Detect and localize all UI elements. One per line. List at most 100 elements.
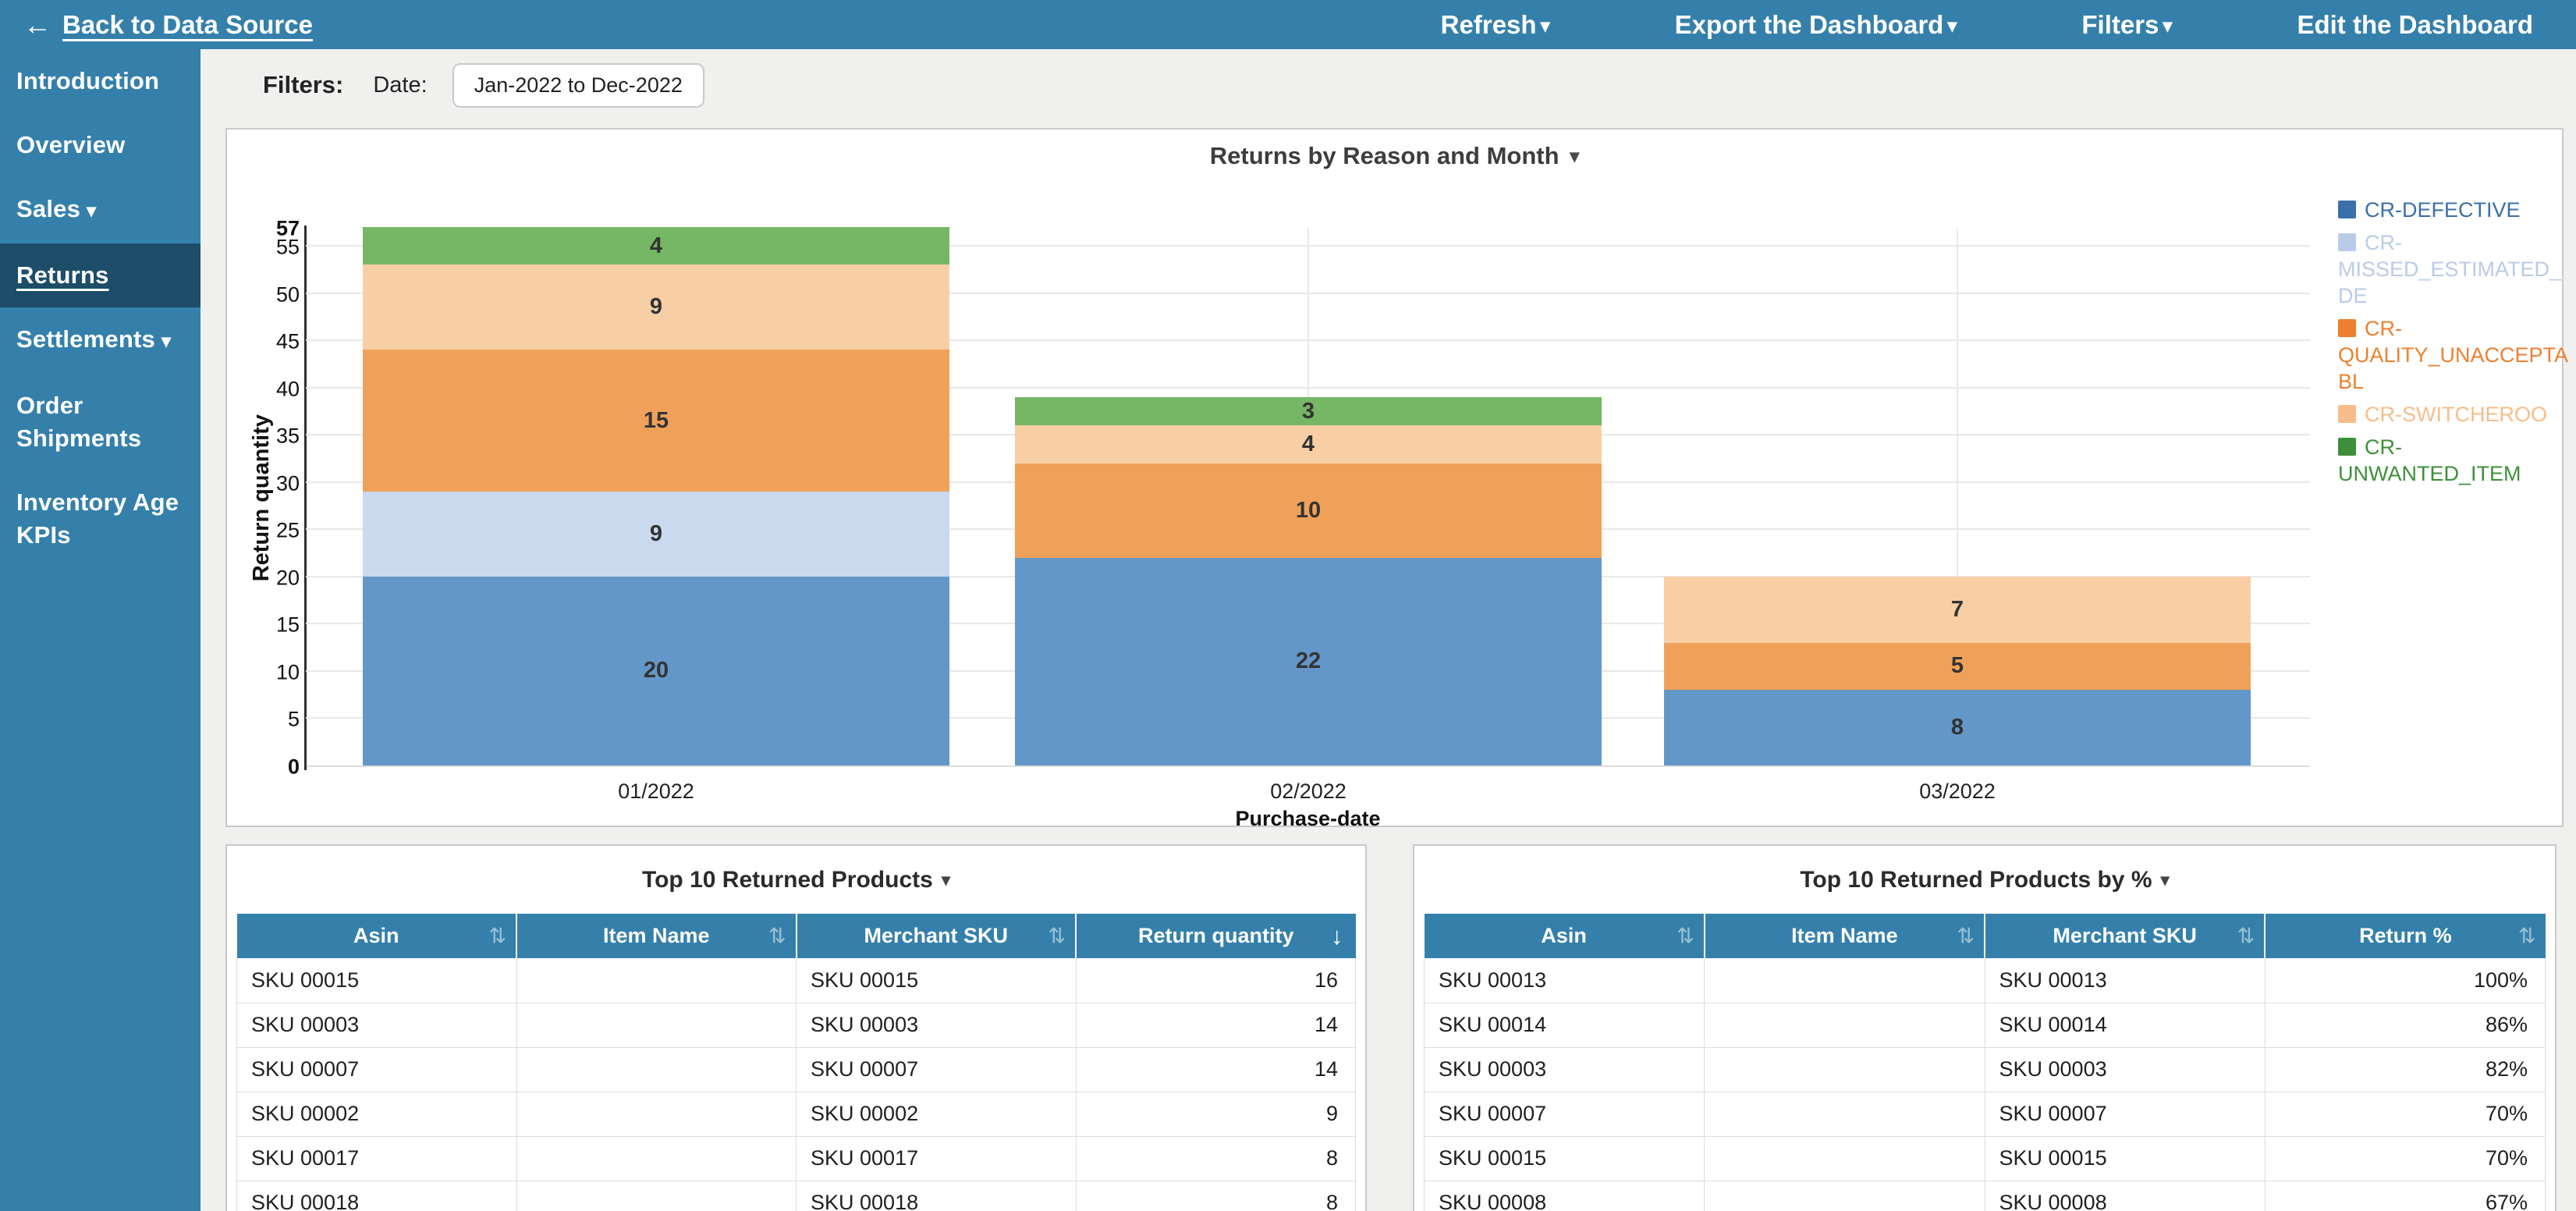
top-menu-item-export-the-dashboard[interactable]: Export the Dashboard ▾: [1674, 9, 1957, 39]
cell-asin: SKU 00007: [1423, 1092, 1705, 1137]
legend-item-cr-quality-unacceptabl[interactable]: CR-QUALITY_UNACCEPTABL: [2338, 315, 2571, 395]
cell-return: 100%: [2264, 958, 2546, 1003]
top-menu-item-filters[interactable]: Filters ▾: [2081, 9, 2173, 39]
table-header-row: Asin ⇅ Item Name ⇅ Merchant SKU ⇅ Return % ⇅: [1424, 914, 2546, 958]
sort-icon: ⇅: [1677, 924, 1694, 948]
stacked-bar-03-2022: 8 5 7: [1664, 576, 2251, 765]
bar-segment-cr-switcheroo[interactable]: 4: [1015, 425, 1602, 463]
sidebar-item-inventory-age-kpis[interactable]: Inventory Age KPIs: [0, 471, 200, 567]
column-header-item-name[interactable]: Item Name ⇅: [516, 914, 797, 958]
table-header-row: Asin ⇅ Item Name ⇅ Merchant SKU ⇅ Return quant…: [236, 914, 1356, 958]
back-to-data-source-link[interactable]: ← Back to Data Source: [23, 10, 313, 40]
chevron-down-icon: ▾: [1570, 146, 1580, 167]
top-menu-item-refresh[interactable]: Refresh ▾: [1440, 9, 1550, 39]
back-link-label: Back to Data Source: [62, 9, 313, 39]
cell-return-quantity: 9: [1075, 1092, 1356, 1137]
sidebar-item-order-shipments[interactable]: Order Shipments: [0, 374, 200, 471]
bar-segment-cr-missed-estimated-de[interactable]: 9: [363, 491, 949, 577]
cell-merchant-sku: SKU 00018: [796, 1181, 1077, 1211]
bar-segment-cr-switcheroo[interactable]: 7: [1664, 576, 2251, 643]
sidebar-item-label: Inventory Age KPIs: [16, 488, 179, 549]
bar-segment-cr-switcheroo[interactable]: 9: [363, 265, 949, 350]
bar-segment-value: 3: [1301, 398, 1315, 424]
y-tick-label: 50: [275, 282, 300, 307]
cell-item-name: [1704, 1181, 1985, 1211]
table-title-dropdown[interactable]: Top 10 Returned Products ▾: [227, 846, 1365, 914]
back-arrow-icon: ←: [23, 8, 51, 41]
chevron-down-icon: ▾: [87, 201, 97, 222]
column-header-asin[interactable]: Asin ⇅: [1424, 914, 1705, 958]
chart-title: Returns by Reason and Month: [1209, 142, 1559, 169]
column-header-item-name[interactable]: Item Name ⇅: [1704, 914, 1986, 958]
cell-item-name: [1704, 1092, 1985, 1137]
cell-merchant-sku: SKU 00008: [1984, 1181, 2266, 1211]
cell-return: 86%: [2264, 1003, 2546, 1048]
sort-icon: ⇅: [2237, 924, 2255, 948]
sort-icon: ⇅: [2517, 924, 2536, 948]
bar-segment-cr-quality-unacceptabl[interactable]: 10: [1015, 463, 1602, 558]
cell-asin: SKU 00018: [236, 1181, 517, 1211]
bar-segment-cr-defective[interactable]: 22: [1015, 557, 1602, 765]
table-row: SKU 00013 SKU 00013 100%: [1423, 958, 2546, 1003]
legend-item-cr-missed-estimated-de[interactable]: CR-MISSED_ESTIMATED_DE: [2338, 229, 2571, 309]
sidebar-item-sales[interactable]: Sales ▾: [0, 177, 200, 243]
y-tick-label: 57: [275, 216, 300, 240]
x-tick-label: 01/2022: [618, 780, 694, 803]
cell-return: 70%: [2264, 1092, 2546, 1137]
legend-item-cr-unwanted-item[interactable]: CR-UNWANTED_ITEM: [2338, 434, 2571, 487]
bar-segment-cr-quality-unacceptabl[interactable]: 15: [363, 350, 949, 492]
chart-title-dropdown[interactable]: Returns by Reason and Month ▾: [227, 142, 2562, 170]
y-axis-ticks: 0 5 10 15 20 25 30 35 40 45 50 55 57: [227, 218, 300, 777]
sidebar-item-returns[interactable]: Returns: [0, 243, 200, 307]
legend-swatch: [2338, 405, 2356, 423]
sort-icon: ⇅: [488, 924, 506, 948]
sidebar-item-label: Returns: [16, 261, 109, 289]
legend-label: CR-UNWANTED_ITEM: [2338, 435, 2521, 485]
legend-item-cr-switcheroo[interactable]: CR-SWITCHEROO: [2338, 401, 2571, 428]
column-header-return-quantity[interactable]: Return quantity ↓: [1076, 914, 1356, 958]
sidebar-item-overview[interactable]: Overview: [0, 113, 200, 177]
legend-label: CR-MISSED_ESTIMATED_DE: [2338, 231, 2562, 307]
y-tick-label: 40: [275, 377, 300, 401]
y-tick-label: 30: [275, 471, 300, 495]
y-tick-label: 20: [275, 566, 300, 590]
bar-segment-value: 10: [1295, 497, 1322, 523]
bar-segment-cr-defective[interactable]: 8: [1664, 690, 2251, 765]
sort-icon: ⇅: [1957, 924, 1975, 948]
bar-segment-cr-quality-unacceptabl[interactable]: 5: [1664, 642, 2251, 691]
cell-asin: SKU 00003: [236, 1003, 517, 1048]
y-tick-label: 10: [275, 660, 300, 684]
bar-segment-value: 22: [1295, 648, 1322, 674]
cell-item-name: [516, 1003, 797, 1048]
bar-segment-cr-unwanted-item[interactable]: 3: [1015, 396, 1602, 426]
column-header-return[interactable]: Return % ⇅: [2265, 914, 2546, 958]
cell-return: 67%: [2264, 1181, 2546, 1211]
cell-merchant-sku: SKU 00017: [796, 1136, 1077, 1181]
cell-merchant-sku: SKU 00015: [1984, 1136, 2266, 1181]
chevron-down-icon: ▾: [1540, 15, 1550, 37]
column-header-asin[interactable]: Asin ⇅: [236, 914, 517, 958]
top-returned-products-table: Asin ⇅ Item Name ⇅ Merchant SKU ⇅ Return quant…: [236, 914, 1356, 1211]
stacked-bar-02-2022: 22 10 4 3: [1015, 396, 1602, 765]
sidebar-item-introduction[interactable]: Introduction: [0, 49, 200, 113]
bar-segment-cr-unwanted-item[interactable]: 4: [363, 227, 949, 265]
table-title-dropdown[interactable]: Top 10 Returned Products by % ▾: [1414, 846, 2555, 914]
top-returned-products-panel: Top 10 Returned Products ▾ Asin ⇅ Item Nam…: [225, 844, 1367, 1211]
sidebar-item-settlements[interactable]: Settlements ▾: [0, 307, 200, 374]
column-header-merchant-sku[interactable]: Merchant SKU ⇅: [1985, 914, 2266, 958]
x-axis-ticks: 01/2022 02/2022 03/2022: [306, 780, 2310, 808]
top-menu-item-edit-the-dashboard[interactable]: Edit the Dashboard: [2297, 9, 2533, 39]
date-range-filter-button[interactable]: Jan-2022 to Dec-2022: [452, 62, 704, 108]
chevron-down-icon: ▾: [2156, 869, 2170, 890]
column-header-merchant-sku[interactable]: Merchant SKU ⇅: [796, 914, 1077, 958]
cell-asin: SKU 00008: [1423, 1181, 1705, 1211]
bar-segment-value: 20: [643, 658, 669, 684]
chevron-down-icon: ▾: [936, 869, 950, 890]
cell-asin: SKU 00007: [236, 1047, 517, 1092]
bar-segment-cr-defective[interactable]: 20: [363, 576, 949, 765]
table-row: SKU 00017 SKU 00017 8: [236, 1136, 1356, 1181]
legend-item-cr-defective[interactable]: CR-DEFECTIVE: [2338, 197, 2571, 223]
bar-segment-value: 9: [649, 294, 663, 320]
cell-asin: SKU 00017: [236, 1136, 517, 1181]
table-row: SKU 00007 SKU 00007 70%: [1423, 1092, 2546, 1137]
